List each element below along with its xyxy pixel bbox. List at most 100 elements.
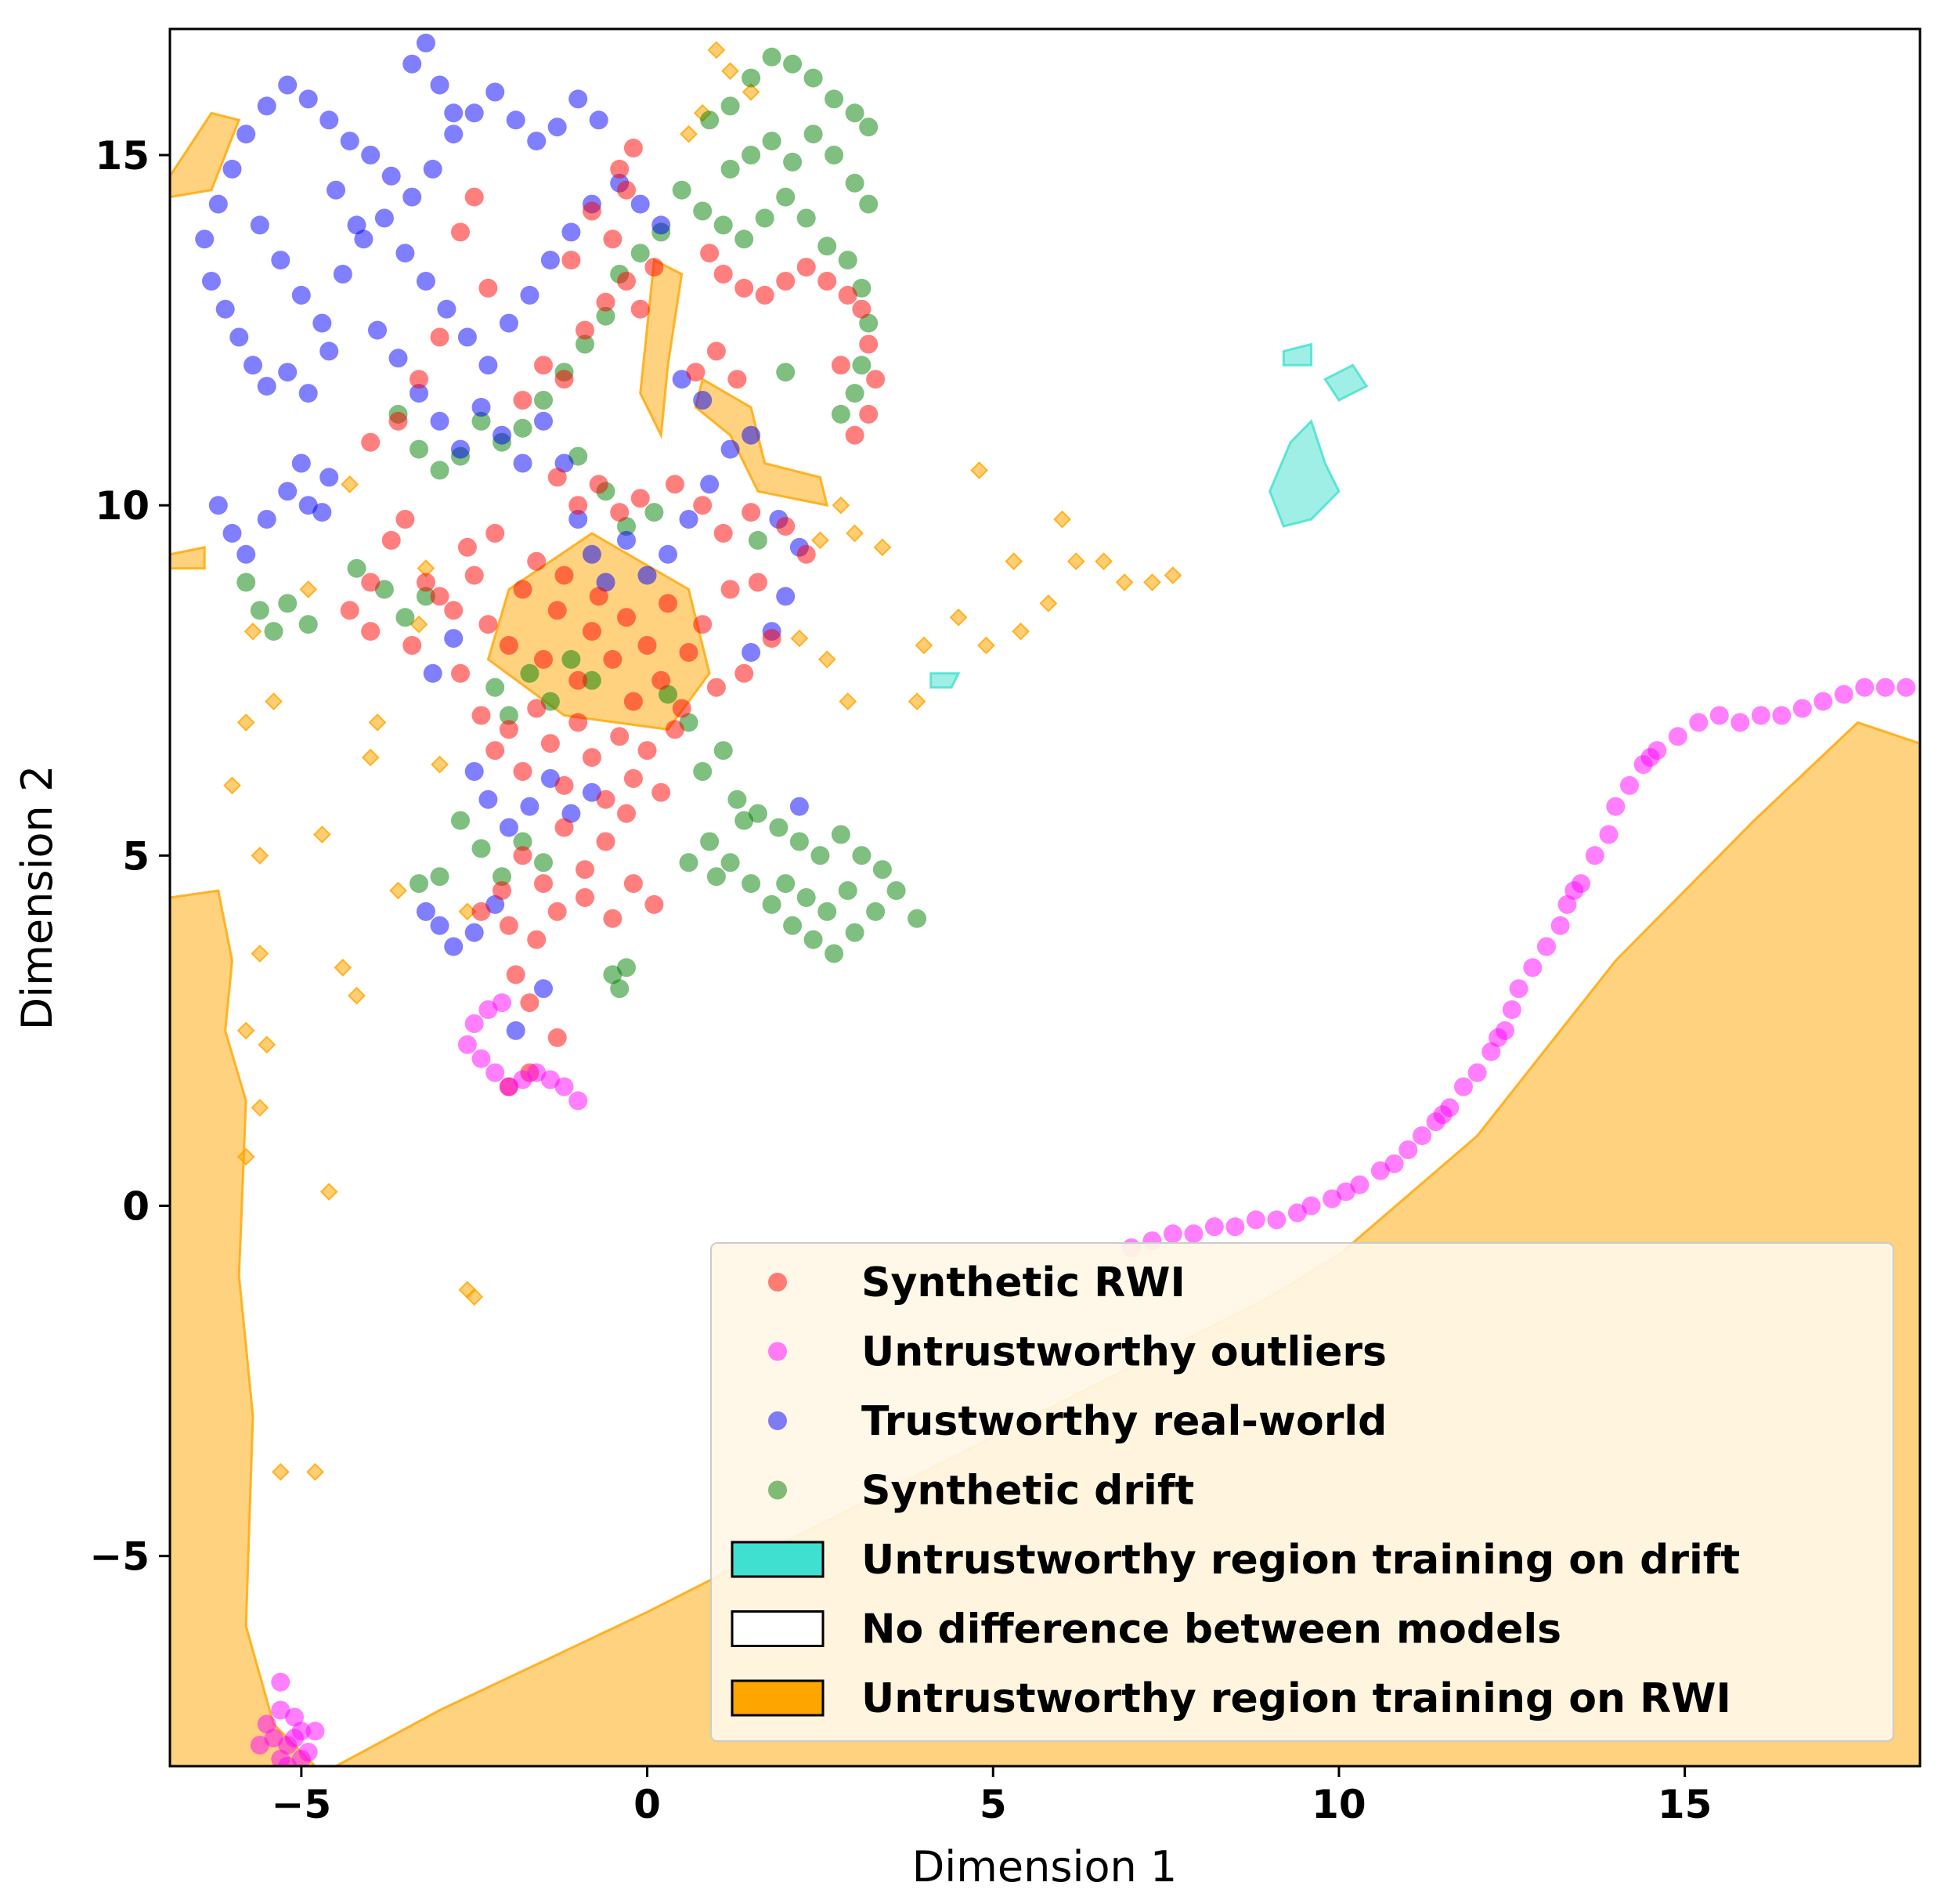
rwi-region-speck (1066, 552, 1085, 571)
rwi-region-speck (1164, 566, 1182, 585)
point-synthetic-rwi (762, 629, 781, 649)
rwi-region-speck (299, 580, 318, 598)
legend-patch-no-difference-between-models (731, 1610, 825, 1647)
point-trustworthy-real-world (278, 75, 298, 95)
point-untrustworthy-outliers (1481, 1042, 1501, 1061)
point-trustworthy-real-world (244, 356, 262, 375)
rwi-region-speck (721, 62, 739, 81)
point-synthetic-drift (644, 503, 664, 522)
point-trustworthy-real-world (257, 510, 276, 529)
point-trustworthy-real-world (499, 313, 518, 333)
point-synthetic-drift (742, 146, 761, 164)
rwi-region-speck (271, 1462, 290, 1481)
point-trustworthy-real-world (520, 797, 540, 816)
point-synthetic-drift (430, 867, 449, 887)
point-synthetic-rwi (568, 496, 588, 515)
point-synthetic-rwi (796, 258, 816, 277)
point-synthetic-rwi (817, 272, 837, 291)
point-synthetic-drift (776, 874, 796, 894)
point-untrustworthy-outliers (471, 1049, 491, 1068)
point-untrustworthy-outliers (1599, 825, 1619, 844)
point-trustworthy-real-world (742, 643, 761, 662)
rwi-region-speck (839, 692, 857, 710)
point-trustworthy-real-world (451, 439, 470, 459)
point-trustworthy-real-world (520, 285, 540, 305)
point-trustworthy-real-world (589, 110, 608, 130)
point-synthetic-rwi (693, 496, 713, 515)
point-trustworthy-real-world (229, 327, 249, 347)
point-trustworthy-real-world (437, 299, 457, 319)
point-synthetic-drift (872, 860, 892, 880)
point-untrustworthy-outliers (1668, 727, 1687, 746)
point-synthetic-drift (700, 832, 720, 851)
rwi-region-speck (223, 776, 241, 795)
point-synthetic-drift (803, 125, 823, 144)
point-synthetic-drift (776, 363, 796, 382)
point-untrustworthy-outliers (285, 1729, 304, 1748)
x-axis-label: Dimension 1 (912, 1842, 1178, 1891)
point-synthetic-drift (817, 901, 837, 921)
point-untrustworthy-outliers (1454, 1077, 1473, 1097)
point-synthetic-rwi (576, 320, 594, 340)
point-synthetic-rwi (527, 930, 547, 949)
point-trustworthy-real-world (402, 54, 422, 74)
point-synthetic-drift (838, 251, 857, 270)
point-synthetic-drift (610, 979, 630, 999)
point-synthetic-rwi (534, 649, 553, 669)
point-synthetic-rwi (623, 692, 643, 711)
point-synthetic-drift (347, 558, 366, 578)
point-synthetic-rwi (603, 229, 623, 249)
point-synthetic-drift (493, 867, 511, 887)
point-synthetic-rwi (644, 894, 664, 914)
point-synthetic-rwi (527, 551, 547, 571)
legend-marker-untrustworthy-outliers (768, 1342, 787, 1361)
point-synthetic-rwi (838, 285, 857, 305)
point-synthetic-drift (845, 923, 864, 942)
rwi-region-speck (707, 41, 726, 60)
point-synthetic-rwi (630, 489, 650, 508)
point-trustworthy-real-world (478, 789, 498, 809)
legend-label-untrustworthy-region-training-on-rwi: Untrustworthy region training on RWI (861, 1675, 1731, 1722)
point-synthetic-rwi (410, 370, 428, 389)
point-synthetic-rwi (776, 272, 796, 291)
point-synthetic-drift (720, 159, 740, 179)
point-synthetic-drift (720, 853, 740, 873)
point-synthetic-drift (534, 853, 553, 873)
legend-frame (710, 1242, 1894, 1742)
point-trustworthy-real-world (506, 1021, 525, 1040)
point-synthetic-drift (762, 132, 781, 151)
point-synthetic-rwi (478, 278, 498, 298)
point-trustworthy-real-world (416, 33, 435, 52)
rwi-region-speck (742, 83, 760, 101)
point-untrustworthy-outliers (1585, 846, 1604, 865)
axes: −5 0 5 10 15 −5 0 5 10 15 (89, 133, 1712, 1827)
point-synthetic-rwi (706, 341, 726, 361)
point-synthetic-rwi (499, 720, 518, 739)
point-synthetic-drift (499, 706, 518, 725)
rwi-region-rwi-mid-left (170, 545, 206, 570)
y-tick-label: 15 (95, 133, 150, 179)
point-synthetic-drift (250, 601, 269, 620)
point-untrustworthy-outliers (1834, 685, 1853, 704)
point-trustworthy-real-world (312, 313, 332, 333)
point-synthetic-drift (803, 68, 823, 88)
point-synthetic-rwi (554, 370, 574, 389)
rwi-region-speck (251, 1098, 269, 1117)
x-tick-label: −5 (272, 1782, 332, 1827)
point-synthetic-drift (852, 356, 872, 375)
point-synthetic-drift (679, 853, 698, 873)
point-trustworthy-real-world (298, 384, 318, 403)
point-synthetic-drift (762, 894, 781, 914)
point-synthetic-rwi (610, 727, 630, 746)
point-synthetic-rwi (589, 475, 608, 494)
legend-label-untrustworthy-outliers: Untrustworthy outliers (861, 1329, 1387, 1376)
point-trustworthy-real-world (513, 453, 532, 473)
rwi-region-speck (949, 608, 968, 627)
point-synthetic-rwi (610, 159, 630, 179)
point-untrustworthy-outliers (1323, 1189, 1342, 1209)
point-untrustworthy-outliers (1792, 699, 1812, 718)
point-synthetic-rwi (713, 523, 733, 543)
point-synthetic-drift (471, 839, 491, 858)
point-synthetic-rwi (464, 187, 484, 207)
point-synthetic-rwi (395, 510, 415, 529)
